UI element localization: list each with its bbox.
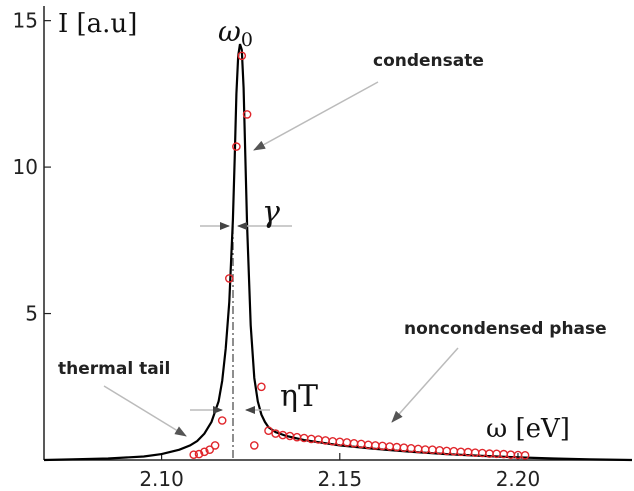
measured-points — [189, 51, 530, 460]
x-ticks: 2.10 2.15 2.20 — [139, 453, 540, 491]
data-point — [200, 447, 209, 457]
eta-t-label: ηT — [280, 379, 318, 414]
data-point — [257, 382, 266, 392]
data-point — [210, 441, 220, 450]
fit-curve — [43, 43, 633, 462]
data-point — [189, 450, 198, 460]
data-point — [237, 51, 247, 61]
thermal-tail-arrow — [103, 385, 187, 437]
data-point — [232, 142, 241, 151]
x-tick-label: 2.20 — [496, 467, 541, 491]
thermal-tail-label: thermal tail — [58, 359, 170, 379]
eta-t-text: ηT — [280, 379, 318, 414]
y-tick-label: 10 — [13, 155, 38, 179]
y-ticks: 5 10 15 — [13, 9, 51, 326]
data-point — [520, 450, 530, 460]
omega0-symbol: ω — [218, 15, 241, 48]
gamma-label: γ — [262, 195, 280, 230]
data-point — [194, 449, 204, 459]
data-point — [224, 274, 234, 283]
x-tick-label: 2.15 — [318, 467, 363, 491]
noncondensed-label: noncondensed phase — [404, 319, 607, 339]
y-axis-label: I [a.u] — [58, 9, 137, 39]
condensate-label: condensate — [373, 51, 484, 71]
x-axis-label: ω [eV] — [486, 414, 570, 444]
data-point — [205, 445, 214, 455]
x-tick-label: 2.10 — [139, 467, 184, 491]
data-point — [217, 416, 227, 425]
omega0-subscript: 0 — [241, 29, 253, 51]
condensate-arrow — [253, 81, 379, 151]
omega0-label: ω0 — [218, 15, 253, 51]
data-point — [249, 441, 259, 450]
y-tick-label: 15 — [13, 9, 38, 33]
y-tick-label: 5 — [25, 302, 38, 326]
data-point — [264, 426, 273, 436]
data-point — [242, 110, 252, 119]
data-point — [342, 438, 352, 447]
noncondensed-arrow — [391, 347, 459, 423]
